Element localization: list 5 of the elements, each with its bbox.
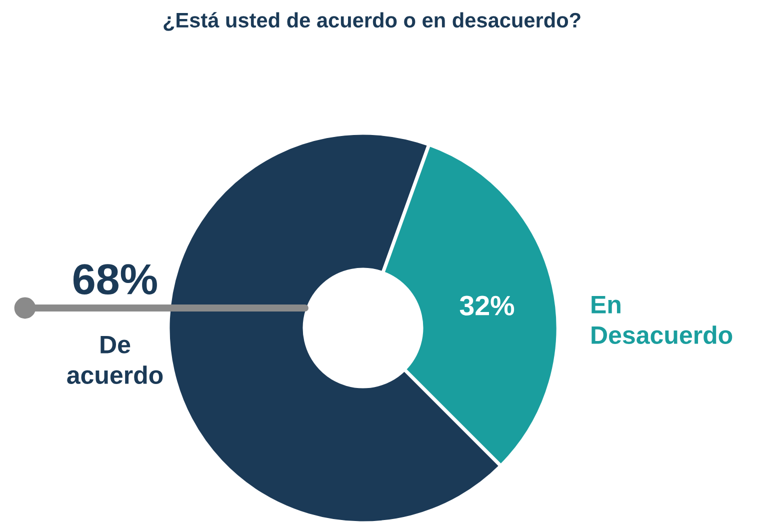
- data-label: 32%: [460, 296, 514, 316]
- data-label: 68%: [73, 264, 157, 295]
- chart-title: ¿Está usted de acuerdo o en desacuerdo?: [164, 12, 580, 31]
- slice-label: De acuerdo: [67, 336, 163, 384]
- slice-label: En Desacuerdo: [592, 296, 732, 344]
